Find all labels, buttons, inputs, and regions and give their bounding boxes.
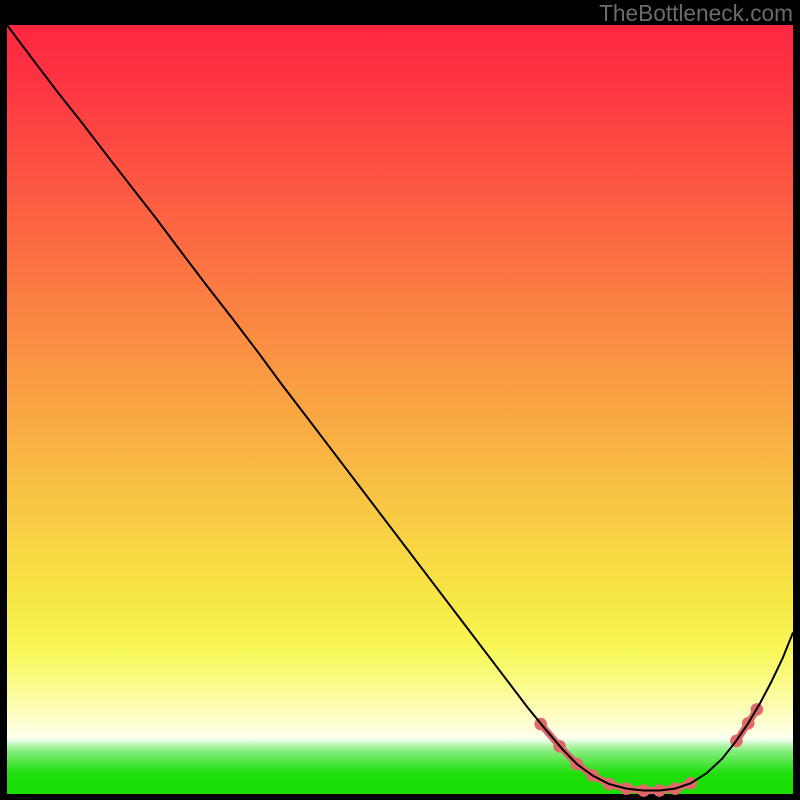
bottleneck-chart — [0, 0, 800, 800]
stage: TheBottleneck.com — [0, 0, 800, 800]
plot-background — [7, 25, 793, 794]
watermark-text: TheBottleneck.com — [599, 0, 793, 27]
